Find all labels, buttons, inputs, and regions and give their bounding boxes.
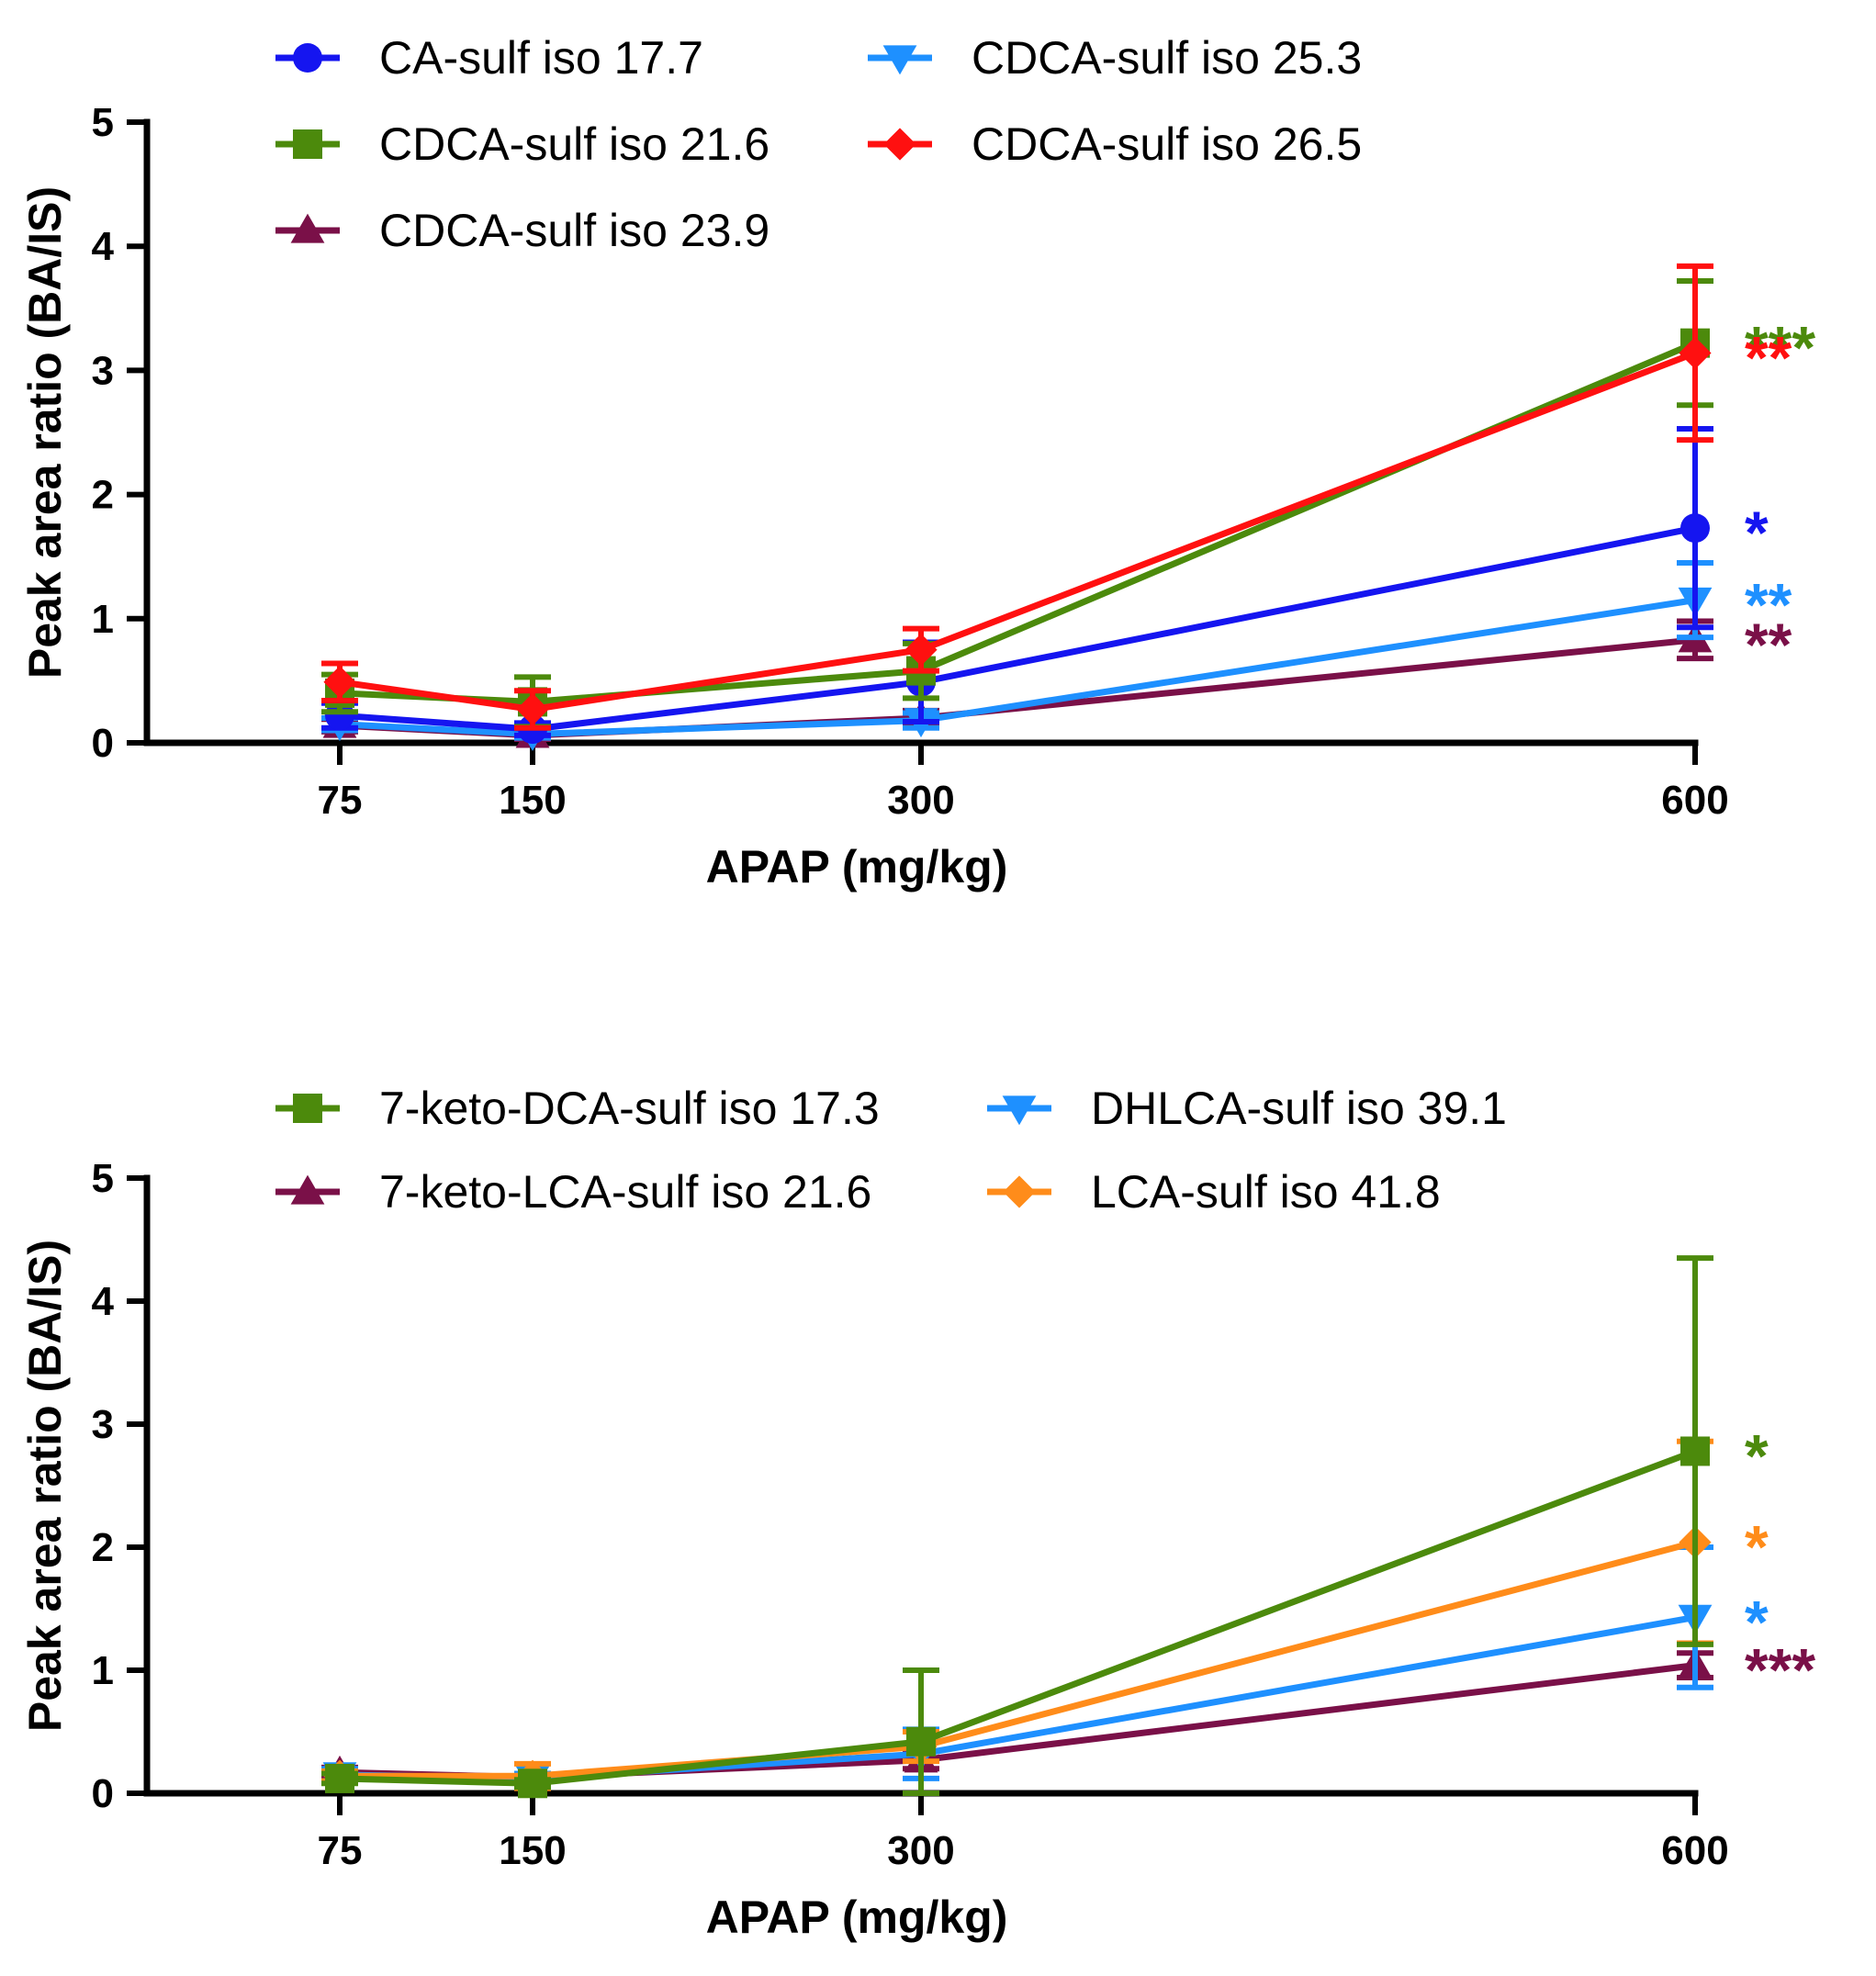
legend-label: LCA-sulf iso 41.8: [1091, 1166, 1441, 1218]
significance-label: ***: [1745, 1636, 1815, 1704]
legend-item-cdca-sulf-iso-23-9: CDCA-sulf iso 23.9: [275, 205, 769, 256]
series-line: [340, 1539, 1696, 1780]
legend-marker: [290, 1174, 325, 1205]
x-tick-label: 75: [318, 1828, 363, 1873]
legend-label: CDCA-sulf iso 21.6: [379, 118, 769, 170]
legend-item-cdca-sulf-iso-25-3: CDCA-sulf iso 25.3: [868, 32, 1362, 84]
legend-item-dhlca-sulf-iso-39-1: DHLCA-sulf iso 39.1: [987, 1083, 1507, 1134]
significance-label: *: [1745, 499, 1769, 567]
series-7-keto-dca-sulf-iso-17-3: *: [321, 1255, 1769, 1799]
legend-marker: [290, 213, 325, 243]
x-tick-label: 300: [887, 1828, 954, 1873]
series-cdca-sulf-iso-26-5: **: [321, 263, 1792, 731]
series-lca-sulf-iso-41-8: *: [321, 1438, 1769, 1792]
series-line: [339, 524, 1696, 733]
data-point: [518, 1768, 547, 1799]
legend-item-cdca-sulf-iso-21-6: CDCA-sulf iso 21.6: [275, 118, 769, 170]
y-tick-label: 0: [92, 721, 114, 766]
x-axis-title: APAP (mg/kg): [706, 841, 1008, 893]
significance-label: ***: [1745, 314, 1815, 382]
x-tick-label: 150: [499, 778, 566, 823]
data-point: [323, 666, 356, 699]
y-axis-title: Peak area ratio (BA/IS): [19, 1240, 71, 1732]
series-cdca-sulf-iso-21-6: ***: [321, 278, 1815, 730]
legend-label: CDCA-sulf iso 26.5: [972, 118, 1362, 170]
y-tick-label: 4: [92, 1279, 115, 1324]
x-tick-label: 75: [318, 778, 363, 823]
series-line: [339, 1613, 1696, 1782]
data-point: [906, 1726, 936, 1757]
x-tick-label: 300: [887, 778, 954, 823]
data-point: [904, 634, 938, 667]
data-point: [325, 701, 354, 731]
legend-item-7-keto-lca-sulf-iso-21-6: 7-keto-LCA-sulf iso 21.6: [275, 1166, 871, 1218]
legend-marker: [293, 129, 322, 159]
series-line: [339, 1448, 1697, 1787]
x-tick-label: 150: [499, 1828, 566, 1873]
y-tick-label: 2: [92, 473, 114, 518]
significance-label: **: [1745, 611, 1792, 679]
series-line: [339, 597, 1696, 738]
legend-marker: [1002, 1095, 1037, 1126]
y-tick-label: 4: [92, 224, 115, 269]
y-tick-label: 5: [92, 100, 114, 145]
x-tick-label: 600: [1661, 1828, 1728, 1873]
chart-panel-2: 0 1 2 3 4 5 75 150 300 600 APAP (mg/kg) Peak area r…: [19, 1083, 1815, 1943]
legend-marker: [883, 128, 916, 161]
significance-label: **: [1745, 323, 1792, 391]
legend-marker: [293, 43, 322, 73]
series-ca-sulf-iso-17-7: *: [321, 425, 1769, 745]
legend-item-7-keto-dca-sulf-iso-17-3: 7-keto-DCA-sulf iso 17.3: [275, 1083, 880, 1134]
legend-label: CDCA-sulf iso 25.3: [972, 32, 1362, 84]
y-tick-label: 1: [92, 1648, 114, 1693]
legend-marker: [1003, 1175, 1036, 1208]
significance-label: *: [1745, 1588, 1769, 1656]
significance-label: *: [1745, 1513, 1769, 1581]
legend-label: CA-sulf iso 17.7: [379, 32, 703, 84]
legend: CA-sulf iso 17.7 CDCA-sulf iso 25.3 CDCA-s…: [275, 32, 1362, 256]
legend-label: CDCA-sulf iso 23.9: [379, 205, 769, 256]
legend-item-ca-sulf-iso-17-7: CA-sulf iso 17.7: [275, 32, 703, 84]
data-point: [325, 1763, 354, 1793]
data-point: [1680, 1436, 1710, 1466]
legend-marker: [882, 45, 917, 75]
data-point: [1680, 513, 1710, 544]
legend-marker: [293, 1094, 322, 1123]
data-point: [1679, 336, 1712, 370]
series-line: [339, 340, 1697, 705]
legend-item-cdca-sulf-iso-26-5: CDCA-sulf iso 26.5: [868, 118, 1362, 170]
series-dhlca-sulf-iso-39-1: *: [321, 1544, 1769, 1796]
legend-label: 7-keto-DCA-sulf iso 17.3: [379, 1083, 880, 1134]
legend-label: DHLCA-sulf iso 39.1: [1091, 1083, 1507, 1134]
legend-item-lca-sulf-iso-41-8: LCA-sulf iso 41.8: [987, 1166, 1441, 1218]
y-tick-label: 1: [92, 597, 114, 642]
x-tick-label: 600: [1661, 778, 1728, 823]
chart-panel-1: 0 1 2 3 4 5 75 150 300 600 APAP (mg/kg) Peak area r…: [19, 32, 1815, 893]
x-axis-title: APAP (mg/kg): [706, 1892, 1008, 1943]
y-axis-title: Peak area ratio (BA/IS): [19, 186, 71, 679]
y-tick-label: 3: [92, 348, 114, 393]
data-point: [516, 692, 549, 726]
y-tick-label: 3: [92, 1402, 114, 1447]
significance-label: *: [1745, 1421, 1769, 1489]
legend-label: 7-keto-LCA-sulf iso 21.6: [379, 1166, 871, 1218]
y-tick-label: 2: [92, 1525, 114, 1570]
significance-label: **: [1745, 571, 1792, 639]
series-line: [339, 350, 1697, 713]
legend: 7-keto-DCA-sulf iso 17.3 DHLCA-sulf iso 3…: [275, 1083, 1507, 1218]
y-tick-label: 0: [92, 1771, 114, 1816]
y-tick-label: 5: [92, 1156, 114, 1201]
